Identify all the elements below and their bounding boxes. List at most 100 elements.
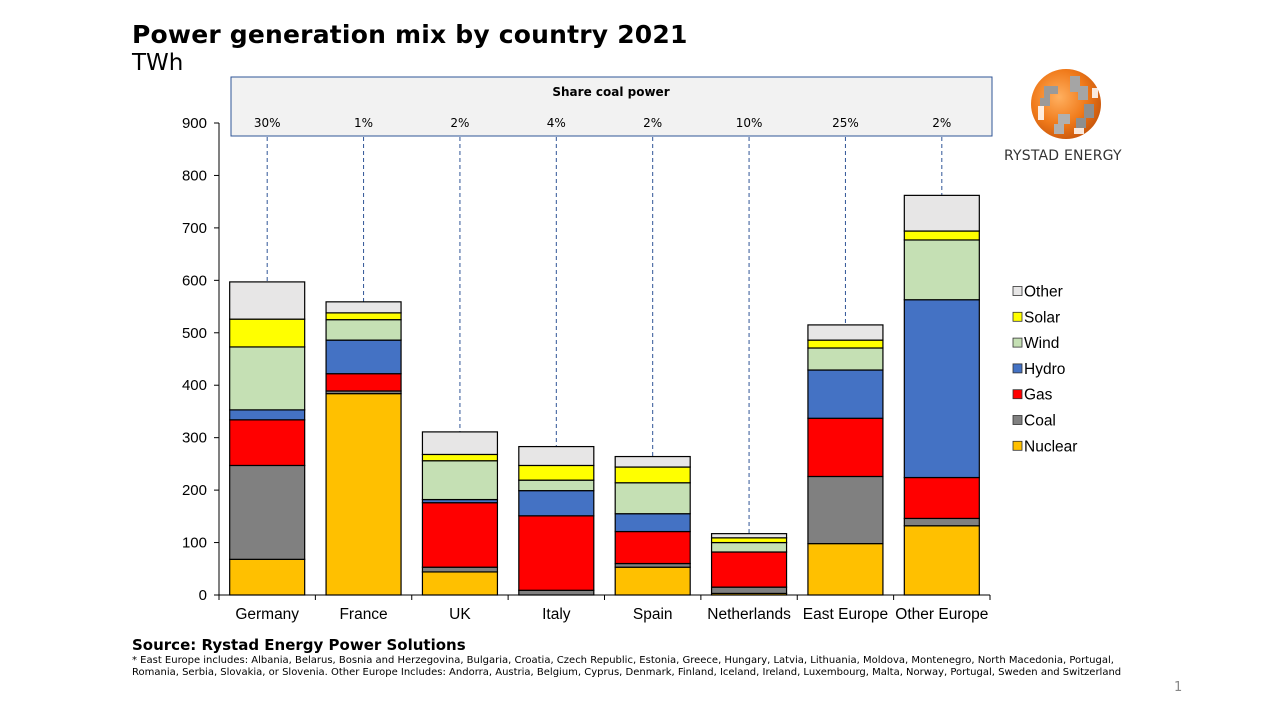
bar-segment-solar <box>325 312 402 321</box>
x-tick-label: Spain <box>633 606 673 623</box>
bar-segment-coal <box>903 517 980 527</box>
bar-segment-wind <box>325 319 402 341</box>
y-tick-label: 0 <box>199 587 207 604</box>
bar-segment-coal <box>421 566 499 573</box>
bar-segment-wind <box>518 479 595 492</box>
bar-segment-wind <box>710 541 788 553</box>
y-tick-label: 700 <box>182 220 207 237</box>
bar-segment-gas <box>421 502 499 568</box>
bar-segment-hydro <box>229 409 306 421</box>
coal-share-value: 2% <box>643 116 662 130</box>
bar-segment-wind <box>614 482 691 515</box>
bar-segment-nuclear <box>614 566 691 596</box>
y-tick-label: 900 <box>182 115 207 132</box>
axes: 0 100 200 300 400 500 600 700 800 900 Germany Franc… <box>182 115 991 623</box>
bar-segment-solar <box>710 537 788 544</box>
bar-segment-solar <box>421 453 499 462</box>
bar-segment-gas <box>903 476 980 520</box>
x-tick-label: Italy <box>542 606 571 623</box>
y-tick-label: 400 <box>182 377 207 394</box>
page-number: 1 <box>1174 680 1183 695</box>
coal-share-annotation: Share coal power 30% 1% 2% 4% 2% 10% 25% 2% <box>230 76 993 534</box>
legend-swatch-wind <box>1012 337 1023 348</box>
legend-swatch-gas <box>1012 389 1023 400</box>
coal-share-value: 25% <box>832 116 859 130</box>
coal-share-box <box>230 76 993 137</box>
bar-segment-other <box>421 431 499 456</box>
bar-segment-solar <box>229 318 306 348</box>
bar-segment-gas <box>325 373 402 392</box>
bar-segment-hydro <box>325 339 402 375</box>
bar-segment-other <box>710 533 788 539</box>
legend-swatch-coal <box>1012 415 1023 425</box>
legend-label-other: Other <box>1024 284 1063 301</box>
legend-label-gas: Gas <box>1024 387 1053 404</box>
x-tick-label: UK <box>449 606 471 623</box>
footnote-text: * East Europe includes: Albania, Belarus… <box>132 655 1122 678</box>
bar-segment-coal <box>229 464 306 560</box>
bar-segment-coal <box>807 475 884 545</box>
bar-segment-other <box>903 194 980 232</box>
bar-segment-coal <box>710 586 788 595</box>
bar-segment-nuclear <box>807 543 884 596</box>
bar-segment-wind <box>807 347 884 371</box>
bar-segment-gas <box>710 551 788 588</box>
y-tick-label: 600 <box>182 272 207 289</box>
bar-segment-gas <box>807 417 884 478</box>
coal-share-value: 1% <box>354 116 373 130</box>
source-text: Source: Rystad Energy Power Solutions <box>132 636 466 654</box>
coal-share-value: 4% <box>547 116 566 130</box>
bar-segment-hydro <box>807 369 884 419</box>
y-tick-label: 800 <box>182 167 207 184</box>
coal-share-value: 2% <box>450 116 469 130</box>
bar-segment-nuclear <box>325 393 402 596</box>
bar-segment-other <box>807 324 884 341</box>
bar-segment-other <box>518 445 595 467</box>
legend-label-wind: Wind <box>1024 335 1059 352</box>
x-tick-label: Germany <box>235 606 299 623</box>
bar-segment-gas <box>518 515 595 591</box>
legend-label-coal: Coal <box>1024 413 1056 430</box>
y-tick-label: 200 <box>182 482 207 499</box>
bar-segment-other <box>229 281 306 320</box>
rystad-logo-text: RYSTAD ENERGY <box>1004 148 1122 164</box>
legend-swatch-hydro <box>1012 363 1023 374</box>
legend: Other Solar Wind Hydro Gas Coal Nuclear <box>1012 284 1077 455</box>
chart-unit: TWh <box>132 50 184 76</box>
coal-share-value: 2% <box>932 116 951 130</box>
coal-share-value: 10% <box>736 116 763 130</box>
bar-segment-gas <box>229 419 306 467</box>
legend-swatch-solar <box>1012 311 1023 322</box>
bar-segment-hydro <box>614 513 691 533</box>
rystad-globe-icon <box>1031 69 1101 139</box>
y-tick-label: 300 <box>182 430 207 447</box>
bar-segment-hydro <box>518 490 595 517</box>
bar-segment-gas <box>614 530 691 565</box>
y-tick-label: 500 <box>182 325 207 342</box>
bar-segment-hydro <box>903 299 980 479</box>
bar-segment-coal <box>518 589 595 596</box>
bar-segment-wind <box>903 239 980 301</box>
bar-segment-nuclear <box>229 558 306 596</box>
bar-segment-solar <box>903 230 980 241</box>
x-tick-label: East Europe <box>803 606 888 623</box>
x-tick-label: Netherlands <box>707 606 791 623</box>
bar-segment-nuclear <box>421 571 499 596</box>
legend-label-hydro: Hydro <box>1024 361 1065 378</box>
bar-segment-solar <box>518 464 595 481</box>
bars <box>229 194 980 596</box>
bar-segment-wind <box>229 346 306 411</box>
legend-swatch-other <box>1012 286 1023 296</box>
bar-segment-other <box>614 455 691 468</box>
bar-segment-other <box>325 301 402 314</box>
bar-segment-wind <box>421 460 499 501</box>
coal-share-title: Share coal power <box>552 85 669 99</box>
bar-segment-solar <box>807 339 884 349</box>
legend-swatch-nuclear <box>1012 440 1023 451</box>
x-tick-label: Other Europe <box>895 606 988 623</box>
x-tick-label: France <box>339 606 387 623</box>
y-tick-label: 100 <box>182 535 207 552</box>
bar-segment-solar <box>614 466 691 484</box>
legend-label-nuclear: Nuclear <box>1024 438 1077 455</box>
